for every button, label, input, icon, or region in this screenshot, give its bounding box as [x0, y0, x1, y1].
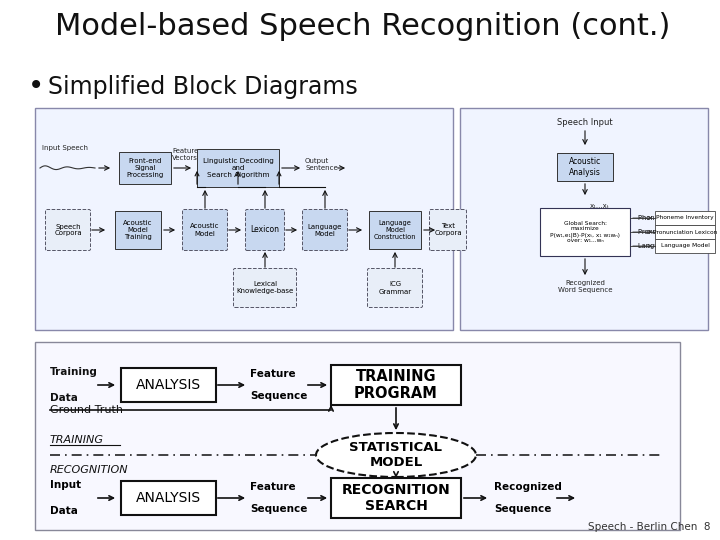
- Text: •: •: [28, 72, 44, 100]
- Bar: [655, 225, 715, 239]
- Text: Feature: Feature: [250, 369, 296, 379]
- Bar: [369, 211, 421, 249]
- Text: Sequence: Sequence: [494, 504, 552, 514]
- Ellipse shape: [316, 433, 476, 477]
- Text: Language Model: Language Model: [660, 244, 709, 248]
- Text: Phoneme Inventory: Phoneme Inventory: [656, 215, 714, 220]
- FancyBboxPatch shape: [182, 210, 228, 251]
- Text: Data: Data: [50, 506, 78, 516]
- Text: Simplified Block Diagrams: Simplified Block Diagrams: [48, 75, 358, 99]
- Text: ICG
Grammar: ICG Grammar: [379, 281, 412, 294]
- Text: Speech Input: Speech Input: [557, 118, 613, 127]
- Text: Feature
Vectors: Feature Vectors: [172, 148, 199, 161]
- Text: Acoustic
Model
Training: Acoustic Model Training: [123, 220, 153, 240]
- Bar: [120, 481, 215, 515]
- Text: Global Search:
maximize
P(w₁,e₁|B)·P(xₜ, x₁ w₁wₙ)
over: w₁...wₙ: Global Search: maximize P(w₁,e₁|B)·P(xₜ,…: [550, 220, 620, 244]
- Text: Language
Model: Language Model: [308, 224, 342, 237]
- Bar: [655, 211, 715, 225]
- Bar: [119, 152, 171, 184]
- FancyBboxPatch shape: [367, 268, 423, 307]
- Text: Recognized
Word Sequence: Recognized Word Sequence: [558, 280, 612, 293]
- Text: x₁...xₜ: x₁...xₜ: [590, 203, 610, 209]
- Text: Recognized: Recognized: [494, 482, 562, 492]
- Text: Input Speech: Input Speech: [42, 145, 88, 151]
- Text: Lexical
Knowledge-base: Lexical Knowledge-base: [236, 281, 294, 294]
- Bar: [655, 239, 715, 253]
- Text: Pronunciation Lexicon: Pronunciation Lexicon: [638, 229, 711, 235]
- Text: Ground Truth: Ground Truth: [50, 405, 123, 415]
- Text: Model-based Speech Recognition (cont.): Model-based Speech Recognition (cont.): [55, 12, 670, 41]
- Text: Sequence: Sequence: [250, 504, 307, 514]
- Text: TRAINING
PROGRAM: TRAINING PROGRAM: [354, 369, 438, 401]
- Text: Text
Corpora: Text Corpora: [434, 224, 462, 237]
- Text: STATISTICAL
MODEL: STATISTICAL MODEL: [349, 441, 443, 469]
- Bar: [120, 368, 215, 402]
- Text: Speech
Corpora: Speech Corpora: [54, 224, 82, 237]
- Bar: [35, 342, 680, 530]
- Bar: [115, 211, 161, 249]
- Text: Sequence: Sequence: [250, 391, 307, 401]
- Text: Training: Training: [50, 367, 98, 377]
- Bar: [460, 108, 708, 330]
- Text: ANALYSIS: ANALYSIS: [135, 491, 201, 505]
- FancyBboxPatch shape: [302, 210, 348, 251]
- Text: RECOGNITION
SEARCH: RECOGNITION SEARCH: [341, 483, 451, 513]
- FancyBboxPatch shape: [45, 210, 91, 251]
- Text: Data: Data: [50, 393, 78, 403]
- Bar: [331, 365, 461, 405]
- Bar: [35, 108, 453, 330]
- Text: Feature: Feature: [250, 482, 296, 492]
- Text: Output
Sentence: Output Sentence: [305, 158, 338, 171]
- Text: TRAINING: TRAINING: [50, 435, 104, 445]
- Text: RECOGNITION: RECOGNITION: [50, 465, 129, 475]
- FancyBboxPatch shape: [233, 268, 297, 307]
- Bar: [557, 153, 613, 181]
- Text: Linguistic Decoding
and
Search Algorithm: Linguistic Decoding and Search Algorithm: [202, 158, 274, 178]
- Text: Phoneme Inventory: Phoneme Inventory: [638, 215, 703, 221]
- Text: Acoustic
Model: Acoustic Model: [190, 224, 220, 237]
- Text: Speech - Berlin Chen  8: Speech - Berlin Chen 8: [588, 522, 710, 532]
- Bar: [331, 478, 461, 518]
- Text: Lexicon: Lexicon: [251, 226, 279, 234]
- Text: Pronunciation Lexicon: Pronunciation Lexicon: [653, 230, 717, 234]
- FancyBboxPatch shape: [430, 210, 467, 251]
- FancyBboxPatch shape: [246, 210, 284, 251]
- Text: Language
Model
Construction: Language Model Construction: [374, 220, 416, 240]
- Bar: [197, 149, 279, 187]
- Text: Acoustic
Analysis: Acoustic Analysis: [569, 157, 601, 177]
- Bar: [540, 208, 630, 256]
- Text: Language Model: Language Model: [638, 243, 693, 249]
- Text: Front-end
Signal
Processing: Front-end Signal Processing: [127, 158, 163, 178]
- Text: ANALYSIS: ANALYSIS: [135, 378, 201, 392]
- Text: Input: Input: [50, 480, 81, 490]
